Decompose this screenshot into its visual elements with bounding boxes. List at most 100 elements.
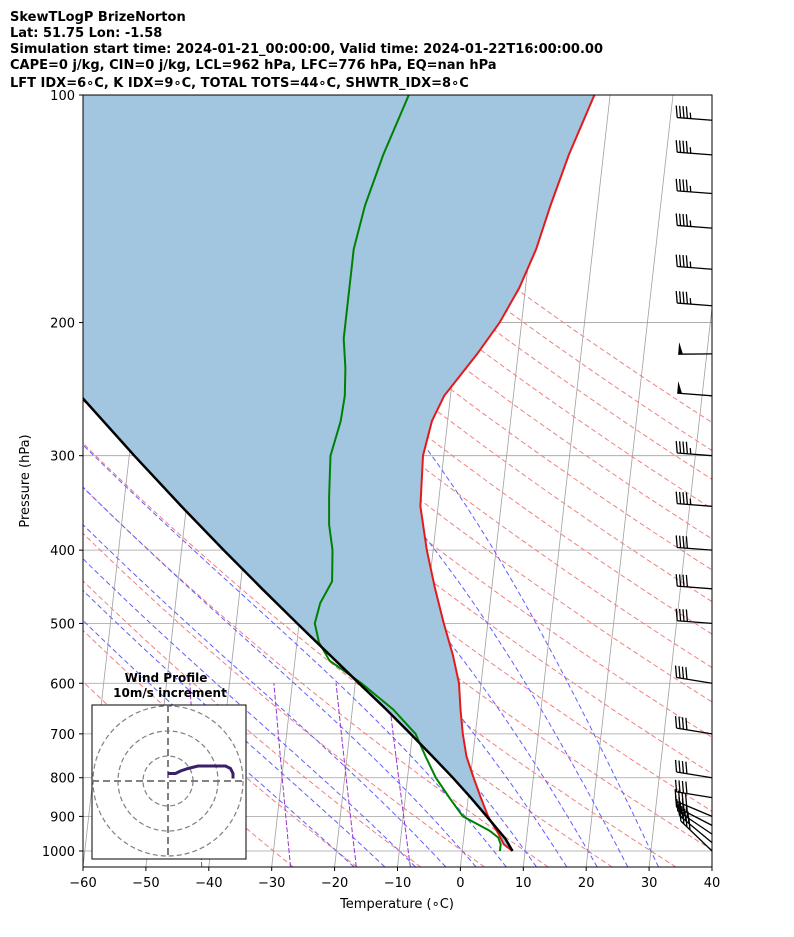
barb-full <box>675 178 678 191</box>
x-tick-label: −30 <box>258 876 285 891</box>
barb-shaft <box>677 224 713 229</box>
hodograph-trace <box>168 764 235 779</box>
dry-adiabat <box>83 486 549 867</box>
barb-full <box>678 140 682 153</box>
barb-full <box>682 441 685 454</box>
title-line-1: SkewTLogP BrizeNorton <box>10 10 186 25</box>
y-axis: 100 200 300 400 500 600 700 800 900 1000 <box>42 89 83 860</box>
wind-barb <box>675 608 713 625</box>
wind-barb <box>674 789 713 817</box>
barb-shaft <box>677 452 713 457</box>
barb-shaft <box>677 585 713 590</box>
y-tick-label: 100 <box>50 89 75 104</box>
barb-shaft <box>677 810 713 835</box>
barb-shaft <box>677 302 713 307</box>
barb-full <box>677 803 681 816</box>
barb-full <box>675 574 678 587</box>
wind-barb <box>675 105 713 121</box>
barb-shaft <box>676 791 713 799</box>
barb-shaft <box>677 502 713 507</box>
barb-full <box>678 535 682 548</box>
inset-frame <box>91 704 247 860</box>
title-line-3: Simulation start time: 2024-01-21_00:00:… <box>10 42 603 57</box>
wind-barb <box>675 574 713 590</box>
moist-adiabat <box>83 486 477 867</box>
wind-barb <box>674 716 713 735</box>
y-tick-label: 600 <box>50 677 75 692</box>
barb-full <box>678 760 681 773</box>
barb-half <box>689 498 692 505</box>
wind-barb <box>675 213 713 229</box>
barb-full <box>675 535 678 548</box>
isotherm-line <box>711 863 712 867</box>
barb-full <box>682 535 685 549</box>
barb-shaft <box>676 727 713 735</box>
barb-full <box>685 492 689 505</box>
barb-shaft <box>677 620 713 625</box>
barb-full <box>685 609 689 622</box>
barb-full <box>678 666 681 679</box>
wind-barb <box>675 140 713 156</box>
x-axis: −60 −50 −40 −30 −20 −10 0 10 20 30 40 <box>69 867 720 891</box>
barb-half <box>689 147 692 154</box>
barb-full <box>679 808 682 822</box>
barb-full <box>675 254 678 267</box>
x-tick-label: 30 <box>641 876 658 891</box>
barb-shaft <box>677 265 713 270</box>
barb-full <box>685 214 689 227</box>
barb-full <box>685 179 689 192</box>
barb-full <box>685 574 689 587</box>
title-line-5: LFT IDX=6∘C, K IDX=9∘C, TOTAL TOTS=44∘C,… <box>10 76 469 91</box>
barb-full <box>682 140 685 153</box>
barb-full <box>678 105 682 118</box>
barb-full <box>685 781 688 794</box>
wind-barb <box>675 254 713 270</box>
wind-barb <box>675 178 713 195</box>
y-tick-label: 800 <box>50 772 75 787</box>
barb-full <box>685 761 688 774</box>
x-tick-label: −10 <box>384 876 411 891</box>
title-line-2: Lat: 51.75 Lon: -1.58 <box>10 26 162 41</box>
barb-full <box>682 609 685 622</box>
dewpoint-line <box>313 95 502 852</box>
moist-adiabat <box>83 619 355 867</box>
dry-adiabat <box>83 358 712 851</box>
isotherm-line <box>648 303 712 867</box>
barb-half <box>689 185 692 192</box>
cape-shading <box>83 95 595 851</box>
mixing-ratio-line <box>335 683 357 867</box>
barb-half <box>689 448 692 455</box>
barb-full <box>678 291 682 304</box>
x-tick-label: 20 <box>578 876 595 891</box>
dry-adiabat <box>83 168 712 669</box>
barb-full <box>678 441 682 454</box>
barb-shaft <box>677 392 713 397</box>
barb-full <box>684 793 688 806</box>
barb-full <box>678 780 681 793</box>
barb-flag <box>678 342 683 355</box>
barb-full <box>675 491 678 504</box>
isotherm-line <box>585 95 674 867</box>
y-tick-label: 900 <box>50 810 75 825</box>
barb-full <box>675 213 678 226</box>
barb-shaft <box>675 800 713 817</box>
barb-full <box>678 254 682 267</box>
barb-full <box>678 491 682 504</box>
barb-full <box>674 665 678 678</box>
wind-barb <box>675 440 713 457</box>
temperature-line <box>419 95 596 852</box>
y-tick-label: 200 <box>50 317 75 332</box>
barb-full <box>685 667 688 680</box>
x-tick-label: −50 <box>132 876 159 891</box>
barb-full <box>681 717 685 730</box>
barb-full <box>681 780 685 794</box>
wind-barb <box>675 535 713 551</box>
barb-shaft <box>680 820 713 852</box>
barb-full <box>674 759 678 773</box>
barb-full <box>678 179 682 192</box>
barb-full <box>682 291 685 304</box>
wind-barbs <box>674 105 713 852</box>
x-tick-label: −60 <box>69 876 96 891</box>
barb-shaft <box>676 806 713 826</box>
x-tick-label: 10 <box>515 876 532 891</box>
